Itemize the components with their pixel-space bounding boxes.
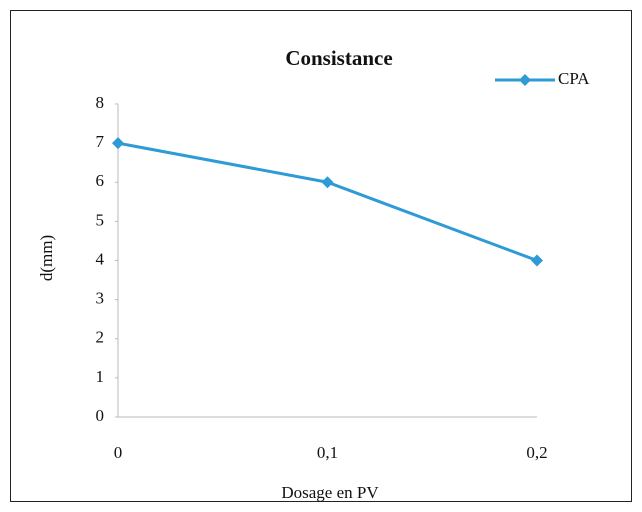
x-tick-label: 0,2 [526, 443, 547, 462]
x-axis-label: Dosage en PV [281, 483, 379, 502]
data-point [531, 254, 543, 267]
y-tick-label: 7 [96, 132, 105, 151]
data-point [321, 176, 334, 189]
legend-marker [519, 74, 531, 86]
legend-label: CPA [558, 69, 590, 88]
x-tick-label: 0 [114, 443, 123, 462]
y-tick-label: 6 [96, 171, 105, 190]
y-tick-label: 8 [96, 93, 105, 112]
y-tick-label: 2 [96, 328, 105, 347]
chart-title: Consistance [285, 46, 392, 70]
y-tick-label: 5 [96, 210, 105, 229]
y-tick-label: 3 [96, 289, 105, 308]
y-tick-label: 1 [96, 367, 105, 386]
y-tick-label: 0 [96, 406, 105, 425]
y-axis-label: d(mm) [37, 235, 56, 281]
data-point [112, 137, 124, 150]
x-tick-label: 0,1 [317, 443, 338, 462]
y-tick-label: 4 [96, 249, 105, 268]
